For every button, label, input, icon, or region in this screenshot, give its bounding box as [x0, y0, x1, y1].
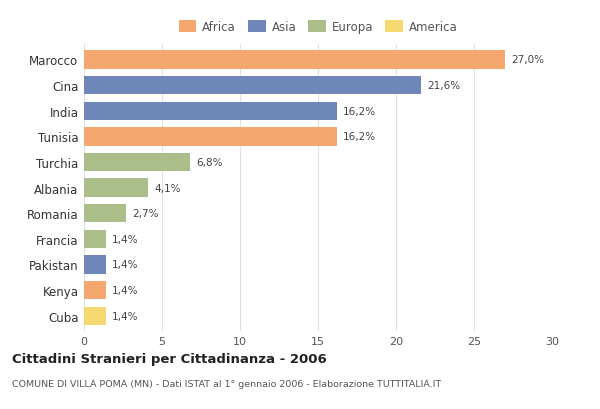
- Bar: [84, 179, 148, 198]
- Bar: [84, 77, 421, 95]
- Text: 6,8%: 6,8%: [196, 157, 223, 168]
- Text: 1,4%: 1,4%: [112, 260, 139, 270]
- Text: 1,4%: 1,4%: [112, 285, 139, 295]
- Bar: [84, 153, 190, 172]
- Bar: [84, 230, 106, 249]
- Text: 16,2%: 16,2%: [343, 132, 376, 142]
- Bar: [84, 51, 505, 70]
- Text: 4,1%: 4,1%: [154, 183, 181, 193]
- Bar: [84, 128, 337, 146]
- Bar: [84, 256, 106, 274]
- Bar: [84, 102, 337, 121]
- Bar: [84, 281, 106, 299]
- Text: Cittadini Stranieri per Cittadinanza - 2006: Cittadini Stranieri per Cittadinanza - 2…: [12, 352, 327, 365]
- Legend: Africa, Asia, Europa, America: Africa, Asia, Europa, America: [176, 18, 460, 36]
- Bar: [84, 307, 106, 325]
- Text: 2,7%: 2,7%: [133, 209, 159, 219]
- Text: 1,4%: 1,4%: [112, 311, 139, 321]
- Text: 16,2%: 16,2%: [343, 106, 376, 117]
- Text: 21,6%: 21,6%: [427, 81, 460, 91]
- Bar: [84, 204, 126, 223]
- Text: 1,4%: 1,4%: [112, 234, 139, 244]
- Text: 27,0%: 27,0%: [511, 55, 544, 65]
- Text: COMUNE DI VILLA POMA (MN) - Dati ISTAT al 1° gennaio 2006 - Elaborazione TUTTITA: COMUNE DI VILLA POMA (MN) - Dati ISTAT a…: [12, 380, 441, 389]
